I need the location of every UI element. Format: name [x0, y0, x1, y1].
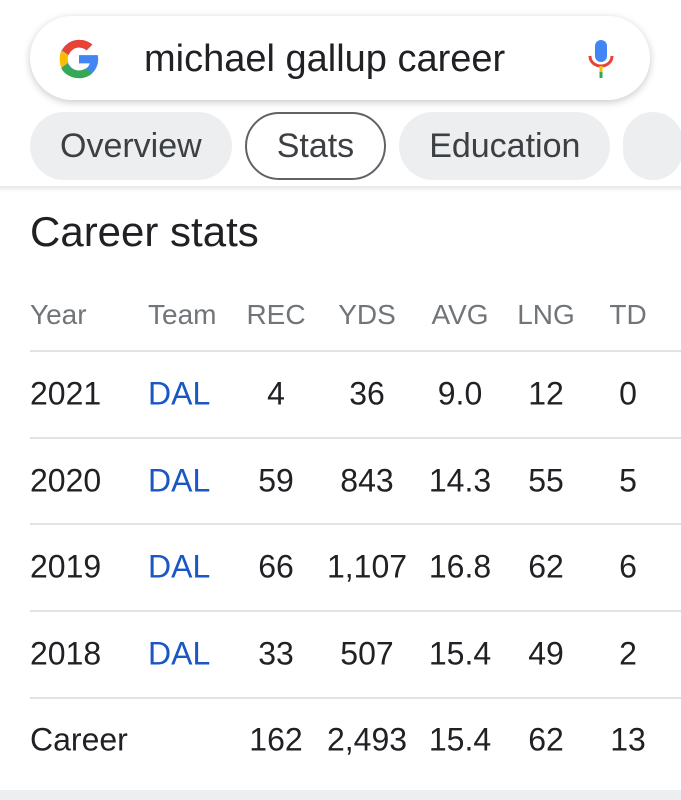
table-cell: 5: [619, 462, 637, 499]
tab[interactable]: Education: [399, 112, 611, 180]
table-cell: 2,493: [326, 721, 408, 758]
table-cell: 2018: [30, 635, 102, 672]
search-query[interactable]: michael gallup career: [144, 38, 506, 80]
tab-partial[interactable]: [623, 112, 681, 180]
row-divider: [30, 696, 681, 699]
table-cell: 507: [340, 635, 394, 672]
table-cell: 162: [249, 721, 303, 758]
section-title: Career stats: [30, 208, 259, 255]
row-divider: [30, 523, 681, 526]
row-divider: [30, 610, 681, 613]
row-divider: [30, 436, 681, 439]
table-cell: 59: [258, 462, 294, 499]
table-cell: 33: [258, 635, 294, 672]
team-link[interactable]: DAL: [148, 635, 211, 672]
team-link[interactable]: DAL: [148, 548, 211, 585]
table-cell: 15.4: [428, 721, 492, 758]
tab-row: Overview Stats Education: [30, 112, 681, 180]
table-cell: 15.4: [428, 635, 492, 672]
table-cell: Career: [30, 721, 128, 758]
tab-divider: [0, 186, 681, 192]
table-cell: 13: [610, 721, 646, 758]
tab[interactable]: Overview: [30, 112, 232, 180]
tab[interactable]: Stats: [244, 112, 387, 180]
table-cell: 2020: [30, 462, 102, 499]
column-header: Year: [30, 299, 87, 330]
table-cell: 49: [528, 635, 564, 672]
table-cell: 36: [349, 375, 385, 412]
column-header: TD: [609, 299, 647, 330]
column-header: Team: [148, 299, 217, 330]
table-cell: 66: [258, 548, 294, 585]
column-header: AVG: [431, 299, 489, 330]
mic-icon[interactable]: [586, 38, 616, 80]
search-bar[interactable]: michael gallup career: [30, 16, 650, 100]
table-cell: 4: [267, 375, 285, 412]
table-cell: 9.0: [437, 375, 483, 412]
table-cell: 16.8: [428, 548, 492, 585]
google-logo: [59, 39, 99, 79]
column-header: LNG: [517, 299, 575, 330]
table-cell: 55: [528, 462, 564, 499]
table-cell: 0: [619, 375, 637, 412]
bottom-bar: [0, 790, 681, 800]
row-divider: [30, 350, 681, 352]
team-link[interactable]: DAL: [148, 462, 211, 499]
table-cell: 843: [340, 462, 394, 499]
column-header: YDS: [338, 299, 396, 330]
team-link[interactable]: DAL: [148, 375, 211, 412]
table-cell: 2021: [30, 375, 102, 412]
table-cell: 62: [528, 721, 564, 758]
table-cell: 2: [619, 635, 637, 672]
table-cell: 6: [619, 548, 637, 585]
table-cell: 1,107: [326, 548, 408, 585]
table-cell: 2019: [30, 548, 102, 585]
table-cell: 62: [528, 548, 564, 585]
table-cell: 12: [528, 375, 564, 412]
table-cell: 14.3: [428, 462, 492, 499]
column-header: REC: [246, 299, 306, 330]
